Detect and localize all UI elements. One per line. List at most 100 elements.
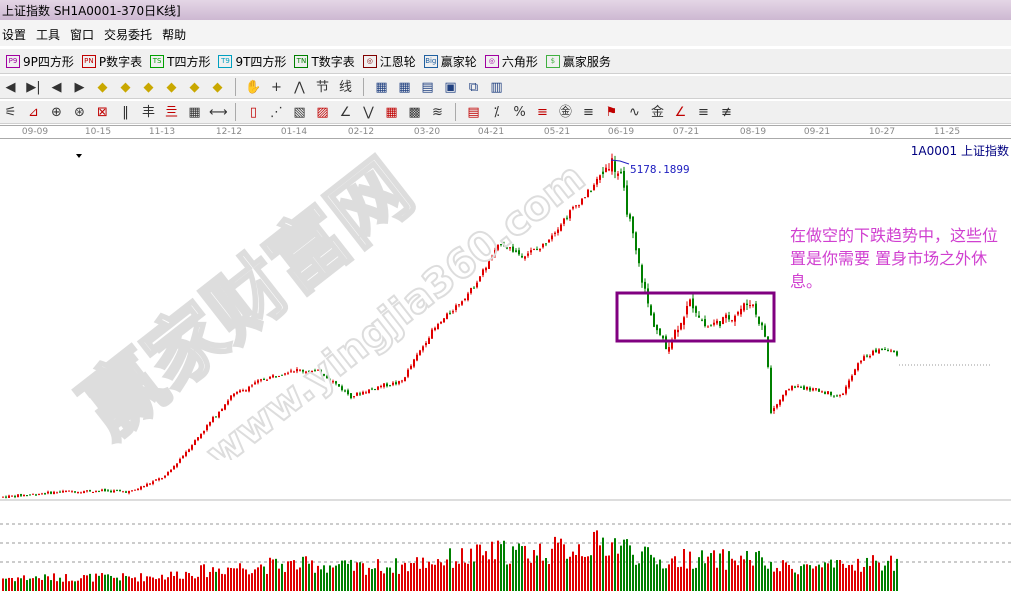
network-icon[interactable]: ⧉ — [468, 79, 479, 95]
drawing-tool-icon[interactable]: ▦ — [385, 104, 398, 120]
volume-bar — [599, 545, 601, 591]
candle — [608, 169, 610, 171]
drawing-tool-icon[interactable]: 金 — [650, 104, 664, 120]
candle — [692, 298, 694, 309]
volume-bar — [431, 564, 433, 591]
volume-bar — [371, 569, 373, 591]
drawing-tool-icon[interactable]: ⚑ — [605, 104, 618, 120]
candle — [2, 496, 4, 498]
candle — [845, 386, 847, 394]
kline-chart[interactable] — [0, 139, 1011, 591]
tool-4[interactable]: TN T数字表 — [294, 53, 355, 70]
drawing-tool-icon[interactable]: ⟷ — [209, 104, 228, 120]
drawing-tool-icon[interactable]: ∿ — [629, 104, 640, 120]
calc-tool-icon[interactable]: 线 — [338, 79, 352, 95]
print-icon[interactable]: ▥ — [490, 79, 503, 95]
candle — [401, 380, 403, 382]
menu-tools[interactable]: 工具 — [36, 28, 61, 42]
calculator-icon[interactable]: ▦ — [398, 79, 411, 95]
drawing-tool-icon[interactable]: ▧ — [293, 104, 306, 120]
drawing-tool-icon[interactable]: ⁒ — [493, 104, 500, 120]
drawing-tool-icon[interactable]: ≡ — [698, 104, 709, 120]
diamond-h-icon[interactable]: ◆ — [143, 79, 154, 95]
volume-bar — [374, 568, 376, 591]
calendar-icon[interactable]: ▦ — [375, 79, 388, 95]
tool-6[interactable]: Big 赢家轮 — [423, 53, 477, 70]
drawing-tool-icon[interactable]: ▩ — [408, 104, 421, 120]
date-tick: 10-15 — [84, 127, 112, 137]
tool-3[interactable]: T9 9T四方形 — [218, 53, 286, 70]
volume-bar — [119, 580, 121, 591]
candle — [272, 375, 274, 378]
hand-icon[interactable]: ✋ — [245, 79, 262, 95]
candle — [464, 299, 466, 301]
volume-bar — [779, 571, 781, 591]
report-icon[interactable]: ▤ — [421, 79, 434, 95]
crosshair-icon[interactable]: + — [271, 79, 282, 95]
drawing-tool-icon[interactable]: ⚟ — [4, 104, 17, 120]
skip-end-icon[interactable]: ▶| — [26, 79, 41, 95]
volume-bar — [815, 566, 817, 591]
volume-bar — [788, 564, 790, 591]
drawing-tool-icon[interactable]: ⋁ — [363, 104, 374, 120]
volume-bar — [305, 556, 307, 591]
tool-8[interactable]: $ 赢家服务 — [545, 53, 611, 70]
drawing-tool-icon[interactable]: ▦ — [188, 104, 201, 120]
candle — [311, 370, 313, 372]
candle — [68, 490, 70, 492]
drawing-tool-icon[interactable]: 亖 — [164, 104, 178, 120]
drawing-tool-icon[interactable]: ‖ — [122, 104, 129, 120]
drawing-tool-icon[interactable]: ≡ — [583, 104, 594, 120]
volume-bar — [173, 575, 175, 591]
volume-bar — [20, 578, 22, 591]
save-icon[interactable]: ▣ — [444, 79, 457, 95]
candle — [17, 494, 19, 497]
drawing-tool-icon[interactable]: ⊠ — [97, 104, 108, 120]
arrow-left-icon[interactable]: ◀ — [51, 79, 62, 95]
drawing-tool-icon[interactable]: ▤ — [467, 104, 480, 120]
drawing-tool-icon[interactable]: ▯ — [249, 104, 258, 120]
diamond-right-icon[interactable]: ◆ — [120, 79, 131, 95]
candle — [689, 299, 691, 307]
candle — [359, 393, 361, 395]
tool-7[interactable]: ◎ 六角形 — [484, 53, 538, 70]
menu-window[interactable]: 窗口 — [70, 28, 95, 42]
drawing-tool-icon[interactable]: ▨ — [316, 104, 329, 120]
drawing-tool-icon[interactable]: ㊎ — [558, 104, 572, 120]
volume-bar — [410, 563, 412, 591]
menu-trade[interactable]: 交易委托 — [104, 28, 153, 42]
menu-settings[interactable]: 设置 — [2, 28, 27, 42]
candle — [668, 347, 670, 352]
text-tool-icon[interactable]: 节 — [315, 79, 329, 95]
drawing-tool-icon[interactable]: ⊕ — [51, 104, 62, 120]
drawing-tool-icon[interactable]: ⊛ — [74, 104, 85, 120]
diamond-all-icon[interactable]: ◆ — [212, 79, 223, 95]
candle — [500, 244, 502, 246]
drawing-tool-icon[interactable]: ⊿ — [28, 104, 39, 120]
tool-1[interactable]: PN P数字表 — [81, 53, 142, 70]
drawing-tool-icon[interactable]: 丰 — [141, 104, 155, 120]
drawing-tool-icon[interactable]: ∠ — [674, 104, 687, 120]
arrow-right-icon[interactable]: ▶ — [74, 79, 85, 95]
candle — [701, 319, 703, 321]
drawing-tool-icon[interactable]: ≋ — [432, 104, 443, 120]
candle — [431, 329, 433, 339]
menu-help[interactable]: 帮助 — [162, 28, 187, 42]
candle — [665, 336, 667, 350]
step-back-icon[interactable]: ◀ — [5, 79, 16, 95]
drawing-tool-icon[interactable]: ≡ — [537, 104, 548, 120]
diamond-left-icon[interactable]: ◆ — [97, 79, 108, 95]
drawing-tool-icon[interactable]: ⋰ — [270, 104, 283, 120]
tool-0[interactable]: P9 9P四方形 — [6, 53, 74, 70]
drawing-tool-icon[interactable]: ≢ — [721, 104, 732, 120]
tool-2[interactable]: TS T四方形 — [150, 53, 210, 70]
candle — [419, 350, 421, 355]
tool-5[interactable]: ◎ 江恩轮 — [362, 53, 416, 70]
candle — [560, 224, 562, 231]
volume-bar — [2, 578, 4, 591]
diamond-x-icon[interactable]: ◆ — [166, 79, 177, 95]
diamond-v-icon[interactable]: ◆ — [189, 79, 200, 95]
line-tool-icon[interactable]: ⋀ — [294, 79, 305, 95]
drawing-tool-icon[interactable]: % — [513, 104, 526, 120]
drawing-tool-icon[interactable]: ∠ — [339, 104, 352, 120]
